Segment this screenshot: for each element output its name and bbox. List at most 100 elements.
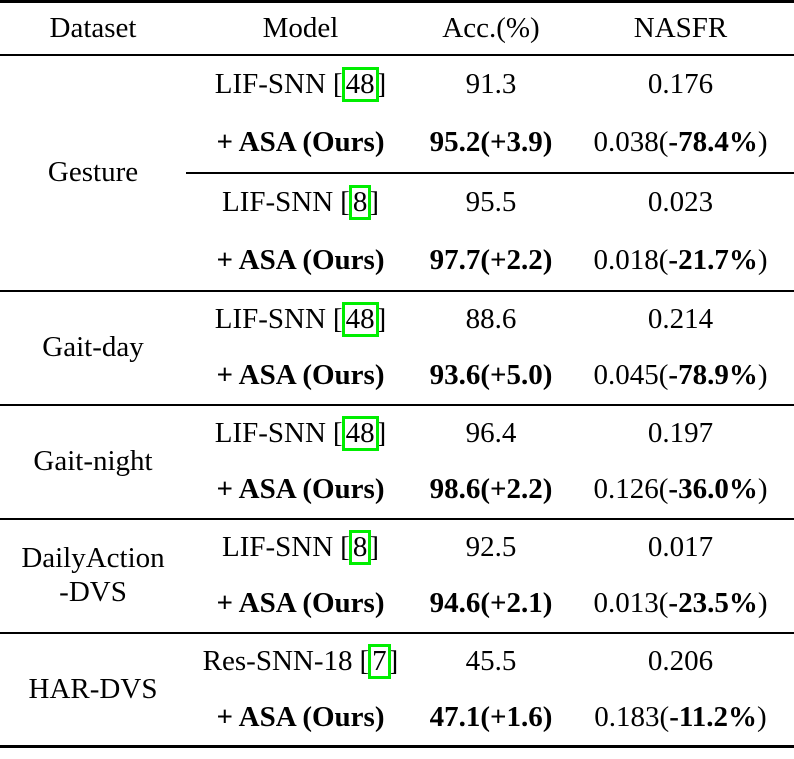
- header-dataset: Dataset: [0, 1, 186, 56]
- nasfr-cell: 0.126(-36.0%): [567, 462, 794, 519]
- cite-bracket-close: ]: [376, 303, 387, 335]
- cite-bracket-close: ]: [369, 531, 379, 563]
- cite-bracket-close: ]: [376, 417, 387, 449]
- model-cell: LIF-SNN[48]: [186, 403, 415, 462]
- section-gesture: Gesture LIF-SNN[48] 91.3 0.176 + ASA (Ou…: [0, 53, 794, 291]
- dataset-cell: DailyAction -DVS: [0, 517, 186, 633]
- nasfr-paren: ): [757, 700, 767, 733]
- model-cell-ours: + ASA (Ours): [216, 587, 385, 619]
- acc-cell: 96.4: [415, 403, 567, 462]
- header-model: Model: [186, 1, 415, 56]
- dataset-label: Gait-day: [42, 330, 144, 363]
- table-row: DailyAction -DVS LIF-SNN[8] 92.5 0.017: [0, 517, 794, 633]
- citation-link[interactable]: 48: [341, 67, 379, 102]
- dataset-label: DailyAction: [21, 542, 165, 575]
- citation-link[interactable]: 48: [341, 416, 379, 451]
- table-row: HAR-DVS Res-SNN-18[7] 45.5 0.206: [0, 631, 794, 747]
- citation-link[interactable]: 48: [341, 302, 379, 337]
- citation-link[interactable]: 7: [368, 644, 391, 679]
- dataset-label: Gesture: [47, 155, 139, 188]
- acc-cell: 95.5: [465, 186, 517, 218]
- dataset-label: Gait-night: [33, 444, 153, 477]
- model-name: LIF-SNN: [214, 417, 326, 449]
- nasfr-delta: -78.9%: [668, 359, 758, 391]
- model-cell-ours: + ASA (Ours): [216, 473, 385, 505]
- acc-cell: 47.1(+1.6): [429, 700, 553, 733]
- acc-cell: 91.3: [415, 53, 567, 114]
- table-header: Dataset Model Acc.(%) NASFR: [0, 1, 794, 56]
- nasfr-cell: 0.038(-78.4%): [567, 113, 794, 174]
- table-row: + ASA (Ours) 94.6(+2.1) 0.013(-23.5%): [0, 576, 794, 633]
- nasfr-cell: 0.023: [647, 186, 714, 218]
- model-name: LIF-SNN: [222, 186, 334, 218]
- dataset-cell: Gesture: [0, 53, 186, 291]
- model-name: LIF-SNN: [214, 303, 326, 335]
- table-row: Gesture LIF-SNN[48] 91.3 0.176: [0, 53, 794, 291]
- nasfr-cell: 0.045(-78.9%): [567, 348, 794, 405]
- dataset-label: HAR-DVS: [28, 672, 158, 705]
- model-cell: LIF-SNN[48]: [186, 53, 415, 114]
- model-cell: Res-SNN-18[7]: [186, 631, 415, 690]
- nasfr-value: 0.126(: [593, 473, 669, 505]
- acc-cell: 93.6(+5.0): [429, 359, 553, 391]
- model-cell: LIF-SNN[8]: [186, 173, 415, 232]
- section-har-dvs: HAR-DVS Res-SNN-18[7] 45.5 0.206 + ASA (…: [0, 631, 794, 747]
- nasfr-cell: 0.018(-21.7%): [567, 232, 794, 291]
- table-row: + ASA (Ours) 97.7(+2.2) 0.018(-21.7%): [0, 232, 794, 291]
- nasfr-cell: 0.013(-23.5%): [567, 576, 794, 633]
- nasfr-paren: ): [757, 244, 768, 276]
- nasfr-cell: 0.197: [567, 403, 794, 462]
- table-row: + ASA (Ours) 98.6(+2.2) 0.126(-36.0%): [0, 462, 794, 519]
- acc-cell: 97.7(+2.2): [429, 244, 553, 276]
- section-gait-night: Gait-night LIF-SNN[48] 96.4 0.197 + ASA …: [0, 403, 794, 519]
- model-cell: LIF-SNN[48]: [186, 289, 415, 348]
- nasfr-delta: -78.4%: [668, 126, 758, 158]
- nasfr-delta: -23.5%: [668, 587, 758, 619]
- model-name: LIF-SNN: [222, 531, 334, 563]
- nasfr-value: 0.013(: [593, 587, 669, 619]
- cite-bracket-open: [: [340, 531, 350, 563]
- nasfr-paren: ): [757, 126, 768, 158]
- nasfr-paren: ): [757, 359, 768, 391]
- model-cell-ours: + ASA (Ours): [216, 244, 385, 276]
- section-gait-day: Gait-day LIF-SNN[48] 88.6 0.214 + ASA (O…: [0, 289, 794, 405]
- citation-link[interactable]: 8: [348, 530, 372, 565]
- header-acc: Acc.(%): [415, 1, 567, 56]
- cite-bracket-open: [: [359, 645, 370, 677]
- acc-cell: 88.6: [415, 289, 567, 348]
- dataset-label-line2: -DVS: [59, 575, 127, 608]
- citation-link[interactable]: 8: [348, 185, 372, 220]
- model-name: LIF-SNN: [214, 68, 326, 100]
- nasfr-paren: ): [757, 473, 768, 505]
- table-row: + ASA (Ours) 93.6(+5.0) 0.045(-78.9%): [0, 348, 794, 405]
- nasfr-delta: -21.7%: [668, 244, 758, 276]
- table-row: LIF-SNN[8] 95.5 0.023: [0, 173, 794, 232]
- cite-bracket-open: [: [332, 417, 343, 449]
- acc-cell: 92.5: [415, 517, 567, 576]
- nasfr-value: 0.045(: [593, 359, 669, 391]
- table-row: + ASA (Ours) 95.2(+3.9) 0.038(-78.4%): [0, 113, 794, 174]
- model-name: Res-SNN-18: [202, 645, 353, 677]
- cite-bracket-open: [: [340, 186, 350, 218]
- model-cell-ours: + ASA (Ours): [186, 113, 415, 174]
- header-nasfr: NASFR: [567, 1, 794, 56]
- nasfr-delta: -11.2%: [669, 700, 758, 733]
- nasfr-value: 0.018(: [593, 244, 669, 276]
- acc-cell: 98.6(+2.2): [429, 473, 553, 505]
- model-cell-ours: + ASA (Ours): [216, 700, 385, 733]
- dataset-cell: HAR-DVS: [0, 631, 186, 747]
- acc-cell: 94.6(+2.1): [429, 587, 553, 619]
- nasfr-delta: -36.0%: [668, 473, 758, 505]
- nasfr-cell: 0.183(-11.2%): [567, 690, 794, 747]
- nasfr-value: 0.183(: [594, 700, 670, 733]
- cite-bracket-close: ]: [376, 68, 387, 100]
- nasfr-cell: 0.017: [567, 517, 794, 576]
- model-cell-ours: + ASA (Ours): [216, 359, 385, 391]
- model-cell: LIF-SNN[8]: [186, 517, 415, 576]
- nasfr-cell: 0.206: [567, 631, 794, 690]
- table-row: Gait-day LIF-SNN[48] 88.6 0.214: [0, 289, 794, 405]
- dataset-cell: Gait-night: [0, 403, 186, 519]
- cite-bracket-close: ]: [369, 186, 379, 218]
- section-dailyaction-dvs: DailyAction -DVS LIF-SNN[8] 92.5 0.017 +…: [0, 517, 794, 633]
